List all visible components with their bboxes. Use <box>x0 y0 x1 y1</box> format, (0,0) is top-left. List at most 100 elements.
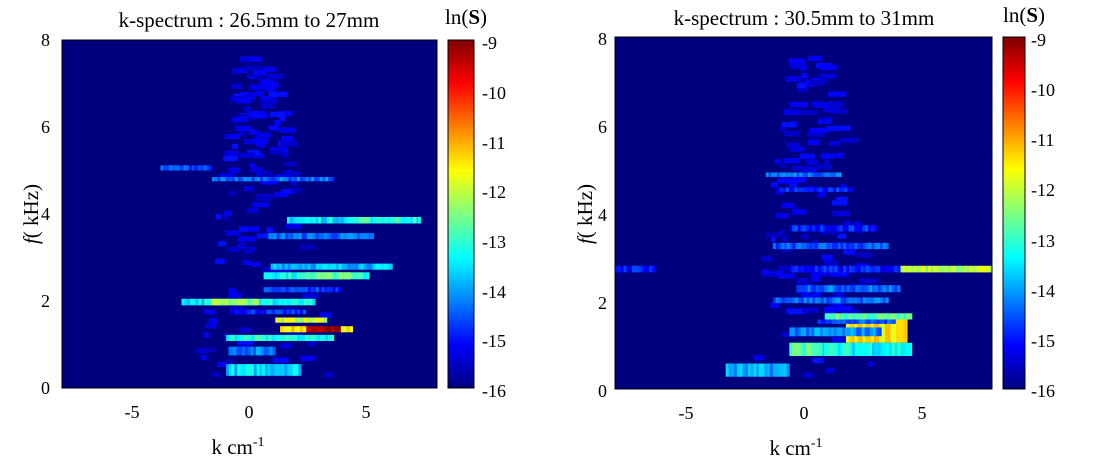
heatmap-cell <box>852 342 856 356</box>
heatmap-cell <box>792 225 796 232</box>
heatmap-cell <box>817 297 822 304</box>
heatmap-cell <box>381 263 385 270</box>
heatmap-cell <box>340 326 345 333</box>
heatmap-cell <box>330 263 334 270</box>
heatmap-cell <box>823 242 827 250</box>
heatmap-speckle <box>247 226 260 232</box>
heatmap-cell <box>905 265 909 273</box>
heatmap-cell <box>789 242 793 250</box>
heatmap-speckle <box>824 159 830 165</box>
heatmap-cell <box>879 242 884 250</box>
heatmap-cell <box>840 265 844 273</box>
heatmap-speckle <box>284 161 297 167</box>
heatmap-cell <box>856 319 860 324</box>
heatmap-cell <box>853 327 857 337</box>
heatmap-cell <box>375 263 379 270</box>
chart-1-x-axis-label-exponent: -1 <box>253 435 265 450</box>
heatmap-speckle <box>783 130 800 137</box>
heatmap-speckle <box>279 115 286 122</box>
heatmap-cell <box>796 172 800 177</box>
heatmap-cell <box>896 314 900 343</box>
heatmap-cell <box>925 265 929 273</box>
heatmap-cell <box>774 172 778 177</box>
heatmap-cell <box>816 285 820 293</box>
heatmap-cell <box>781 363 785 377</box>
heatmap-cell <box>269 298 273 306</box>
heatmap-speckle <box>252 69 266 75</box>
heatmap-cell <box>789 327 793 337</box>
heatmap-cell <box>312 217 316 224</box>
heatmap-cell <box>246 177 250 182</box>
heatmap-cell <box>807 285 811 293</box>
heatmap-cell <box>866 342 870 356</box>
heatmap-speckle <box>811 276 820 282</box>
heatmap-cell <box>799 187 804 192</box>
heatmap-speckle <box>299 244 315 250</box>
heatmap-speckle <box>782 235 789 242</box>
heatmap-cell <box>806 225 810 232</box>
heatmap-cell <box>269 287 273 293</box>
heatmap-cell <box>268 233 272 240</box>
heatmap-cell <box>280 177 284 182</box>
heatmap-cell <box>265 364 269 376</box>
heatmap-cell <box>895 313 899 320</box>
heatmap-cell <box>231 334 235 341</box>
heatmap-cell <box>287 233 291 240</box>
heatmap-cell <box>826 319 830 324</box>
heatmap-cell <box>334 326 338 333</box>
heatmap-speckle <box>792 209 807 215</box>
heatmap-cell <box>398 217 403 224</box>
heatmap-cell <box>321 263 325 270</box>
heatmap-cell <box>809 265 813 273</box>
heatmap-cell <box>897 285 901 293</box>
heatmap-cell <box>818 285 822 293</box>
heatmap-speckle <box>792 165 811 171</box>
chart-2-colorbar-tick: -16 <box>1031 381 1055 401</box>
chart-1-colorbar-tick: -10 <box>482 83 506 103</box>
heatmap-cell <box>301 317 305 323</box>
heatmap-cell <box>257 309 262 315</box>
heatmap-cell <box>265 334 269 341</box>
heatmap-cell <box>255 309 259 315</box>
heatmap-cell <box>292 317 296 323</box>
heatmap-speckle <box>239 92 250 98</box>
heatmap-cell <box>859 319 863 324</box>
heatmap-cell <box>378 263 382 270</box>
chart-1-y-axis-label-symbol: f <box>19 235 43 244</box>
heatmap-cell <box>339 272 343 280</box>
heatmap-speckle <box>251 113 267 119</box>
heatmap-cell <box>234 364 238 376</box>
heatmap-speckle <box>839 137 859 143</box>
heatmap-speckle <box>234 117 241 123</box>
heatmap-cell <box>879 297 884 304</box>
heatmap-cell <box>315 263 320 270</box>
heatmap-cell <box>414 217 419 224</box>
heatmap-cell <box>878 327 882 337</box>
heatmap-speckle <box>266 86 276 93</box>
heatmap-cell <box>263 287 267 293</box>
heatmap-cell <box>360 272 364 280</box>
heatmap-cell <box>263 272 267 280</box>
heatmap-speckle <box>286 223 301 229</box>
heatmap-cell <box>288 334 292 341</box>
heatmap-cell <box>266 298 270 306</box>
heatmap-cell <box>253 346 257 356</box>
heatmap-cell <box>771 172 775 177</box>
heatmap-cell <box>285 177 289 182</box>
heatmap-cell <box>252 309 256 315</box>
heatmap-cell <box>261 298 265 306</box>
heatmap-cell <box>326 217 330 224</box>
heatmap-cell <box>761 363 765 377</box>
heatmap-cell <box>261 346 265 356</box>
heatmap-speckle <box>838 305 853 311</box>
heatmap-cell <box>838 172 842 177</box>
heatmap-speckle <box>792 177 798 183</box>
chart-1-colorbar-gradient <box>448 40 474 388</box>
heatmap-cell <box>395 217 400 224</box>
heatmap-speckle <box>229 309 241 315</box>
heatmap-speckle <box>796 83 806 89</box>
heatmap-speckle <box>753 355 765 361</box>
heatmap-speckle <box>248 153 264 159</box>
heatmap-cell <box>268 177 272 182</box>
heatmap-speckle <box>219 173 236 179</box>
